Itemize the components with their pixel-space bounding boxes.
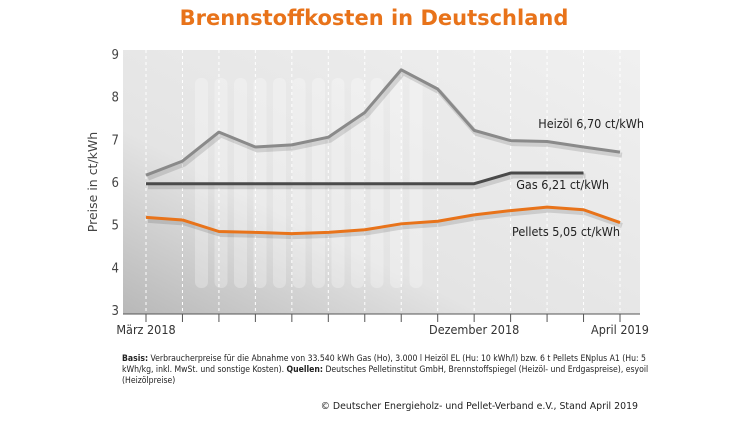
x-tick-label: März 2018 (116, 322, 175, 337)
series-label: Pellets 5,05 ct/kWh (512, 224, 620, 239)
basis-text: Verbraucherpreise für die Abnahme von 33… (122, 354, 646, 375)
series-line-pellets (145, 205, 621, 236)
y-axis-label: Preise in ct/kWh (85, 132, 100, 232)
footnote: Basis: Verbraucherpreise für die Abnahme… (122, 354, 652, 387)
sources-label: Quellen: (286, 365, 323, 375)
y-tick-label: 8 (112, 91, 119, 106)
sources-text: Deutsches Pelletinstitut GmbH, Brennstof… (122, 365, 649, 386)
copyright: © Deutscher Energieholz- und Pellet-Verb… (320, 401, 638, 412)
x-tick-label: Dezember 2018 (429, 322, 519, 337)
line-chart: 3 4 5 6 7 8 9 Preise in ct/kWh März 2018 Dezember… (85, 48, 649, 337)
series-shadow (147, 207, 623, 240)
series-shadow (148, 173, 586, 190)
series-shadow (147, 69, 623, 181)
x-tick-label: April 2019 (591, 322, 649, 337)
y-tick-label: 7 (112, 133, 119, 148)
chart-title: Brennstoffkosten in Deutschland (179, 6, 569, 30)
y-tick-label: 3 (112, 304, 119, 319)
series-label: Heizöl 6,70 ct/kWh (538, 116, 644, 131)
y-tick-label: 5 (112, 219, 119, 234)
series-label: Gas 6,21 ct/kWh (516, 177, 609, 192)
basis-label: Basis: (122, 354, 149, 364)
series-line-heizöl (145, 68, 621, 177)
y-tick-label: 9 (112, 48, 119, 63)
y-tick-label: 4 (112, 261, 119, 276)
y-tick-label: 6 (112, 176, 119, 191)
